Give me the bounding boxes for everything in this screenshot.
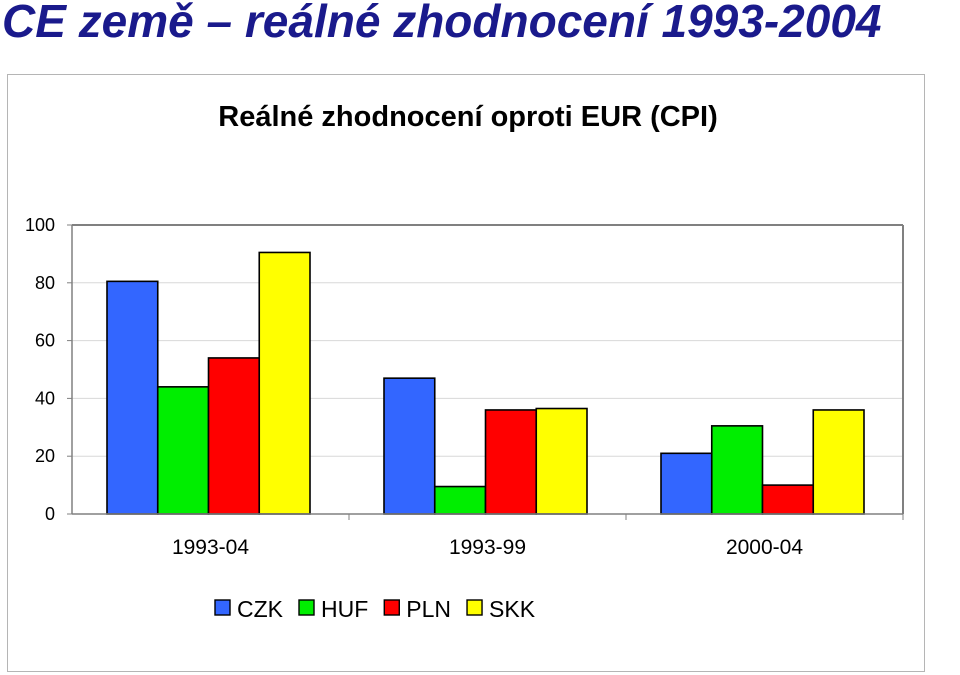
- bar-pln-1993-99: [484, 409, 538, 515]
- y-tick-label: 0: [45, 504, 55, 524]
- y-tick-label: 80: [35, 273, 55, 293]
- bar-skk-1993-99: [535, 407, 588, 515]
- legend-swatch-czk: [214, 599, 231, 616]
- bars: [106, 251, 865, 515]
- y-tick-label: 40: [35, 388, 55, 408]
- x-tick-label: 1993-99: [449, 536, 526, 559]
- y-tick-label: 60: [35, 331, 55, 351]
- legend-label-pln: PLN: [406, 596, 451, 622]
- legend-swatch-skk: [466, 599, 483, 616]
- bar-skk-1993-04: [258, 251, 311, 515]
- bar-pln-2000-04: [761, 484, 815, 515]
- axes: 0 20 40 60 80 100 1993-04 1993-99 2000-04: [25, 215, 904, 559]
- bar-huf-1993-04: [156, 386, 210, 515]
- legend-label-czk: CZK: [237, 596, 284, 622]
- legend-label-huf: HUF: [321, 596, 368, 622]
- chart-frame: [7, 74, 925, 672]
- y-tick-label: 20: [35, 446, 55, 466]
- legend-swatch-huf: [298, 599, 315, 616]
- legend-label-skk: SKK: [489, 596, 536, 622]
- legend-swatch-pln: [383, 599, 400, 616]
- bar-huf-2000-04: [710, 425, 764, 515]
- bar-czk-1993-99: [383, 377, 436, 515]
- bar-czk-1993-04: [106, 280, 159, 515]
- bar-skk-2000-04: [812, 409, 865, 515]
- slide-title: CE země – reálné zhodnocení 1993-2004: [2, 0, 882, 47]
- x-tick-label: 1993-04: [172, 536, 249, 559]
- legend: CZK HUF PLN SKK: [214, 596, 536, 622]
- x-tick-label: 2000-04: [726, 536, 803, 559]
- bar-pln-1993-04: [207, 357, 261, 515]
- bar-czk-2000-04: [660, 452, 713, 515]
- chart-title: Reálné zhodnocení oproti EUR (CPI): [218, 101, 717, 133]
- bar-huf-1993-99: [433, 485, 487, 515]
- y-tick-label: 100: [25, 215, 55, 235]
